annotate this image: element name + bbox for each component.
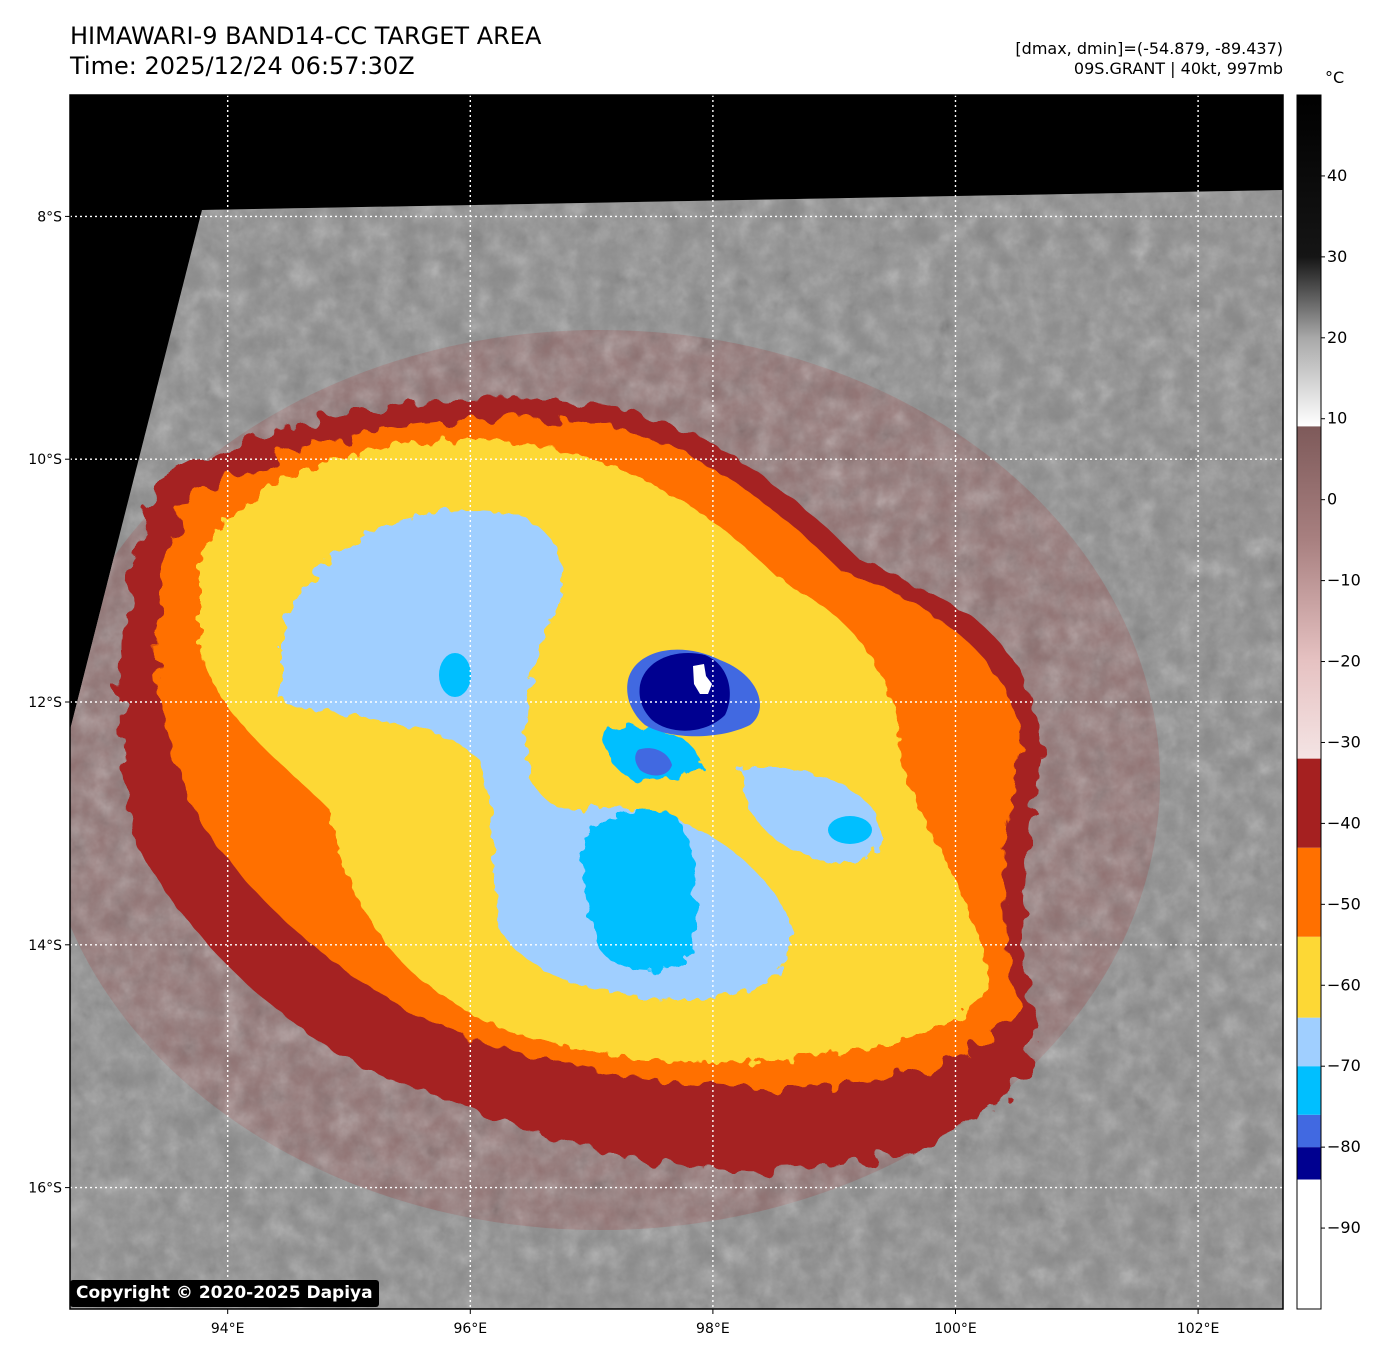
- lon-tick-label: 98°E: [696, 1321, 730, 1337]
- colorbar-band: [1297, 1114, 1321, 1148]
- contour-minus-70-east: [828, 816, 872, 844]
- contour-minus-76: [635, 748, 672, 776]
- colorbar-tick-label: 0: [1327, 490, 1337, 509]
- lon-tick-label: 100°E: [934, 1321, 977, 1337]
- colorbar-band: [1297, 847, 1321, 937]
- colorbar-ticks: 40 30 20 10 0 −10 −20 −30 −40 −50 −60 −70 −80 −90: [1321, 166, 1361, 1237]
- colorbar-tick-label: −10: [1327, 571, 1361, 590]
- latitude-ticks: 8°S 10°S 12°S 14°S 16°S: [28, 209, 70, 1197]
- colorbar-band: [1297, 1066, 1321, 1115]
- colorbar-tick-label: −90: [1327, 1218, 1361, 1237]
- lat-tick-label: 8°S: [37, 209, 62, 225]
- colorbar-frame: [1296, 94, 1322, 1310]
- contour-minus-70: [583, 809, 697, 973]
- colorbar-tick-label: −40: [1327, 813, 1361, 832]
- image-swath: [70, 190, 1283, 1309]
- dmax-dmin-readout: [dmax, dmin]=(-54.879, -89.437): [1015, 39, 1283, 58]
- lat-tick-label: 10°S: [28, 452, 62, 468]
- colorbar-band: [1297, 1179, 1321, 1309]
- colorbar-tick-label: 40: [1327, 166, 1347, 185]
- colorbar-tick-label: −60: [1327, 975, 1361, 994]
- colorbar-tick-label: −80: [1327, 1137, 1361, 1156]
- colorbar-tick-label: −30: [1327, 732, 1361, 751]
- lon-tick-label: 102°E: [1177, 1321, 1220, 1337]
- lon-tick-label: 94°E: [211, 1321, 245, 1337]
- colorbar-unit: °C: [1325, 68, 1345, 87]
- lat-tick-label: 12°S: [28, 695, 62, 711]
- colorbar-tick-label: −70: [1327, 1056, 1361, 1075]
- lat-tick-label: 16°S: [28, 1181, 62, 1197]
- cloud-top-contours: [119, 398, 1040, 1172]
- colorbar-tick-label: 10: [1327, 409, 1347, 428]
- contour-minus-80: [639, 653, 730, 731]
- lon-tick-label: 96°E: [453, 1321, 487, 1337]
- colorbar-tick-label: 30: [1327, 247, 1347, 266]
- colorbar: [1297, 95, 1321, 1309]
- contour-minus-70-west: [439, 653, 471, 697]
- colorbar-band: [1297, 936, 1321, 1018]
- colorbar-tick-label: 20: [1327, 328, 1347, 347]
- graticule: [70, 95, 1283, 1309]
- colorbar-band: [1297, 1147, 1321, 1180]
- lat-tick-label: 14°S: [28, 938, 62, 954]
- copyright-badge: Copyright © 2020-2025 Dapiya: [70, 1280, 379, 1307]
- storm-info: 09S.GRANT | 40kt, 997mb: [1073, 59, 1283, 78]
- map-time: Time: 2025/12/24 06:57:30Z: [70, 52, 415, 80]
- colorbar-band: [1297, 1017, 1321, 1067]
- map-title: HIMAWARI-9 BAND14-CC TARGET AREA: [70, 22, 542, 50]
- colorbar-band: [1297, 758, 1321, 848]
- contour-minus-84: [693, 664, 712, 694]
- colorbar-tick-label: −50: [1327, 894, 1361, 913]
- longitude-ticks: 94°E 96°E 98°E 100°E 102°E: [211, 1309, 1220, 1337]
- colorbar-tick-label: −20: [1327, 652, 1361, 671]
- colorbar-gradient: [1297, 95, 1321, 759]
